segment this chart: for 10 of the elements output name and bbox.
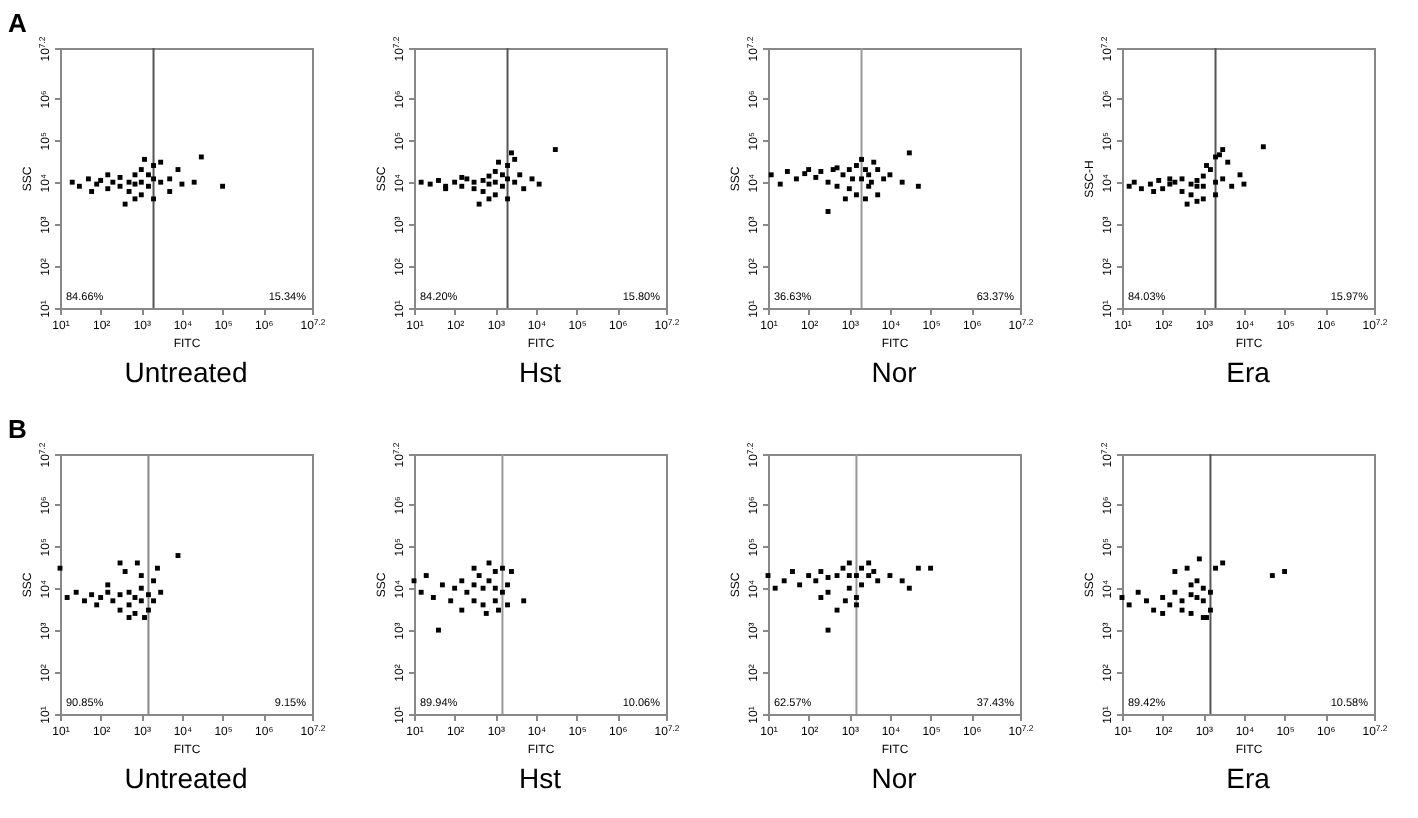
text: Era [1226, 356, 1271, 388]
text: A [8, 8, 28, 38]
text: Era [1226, 762, 1271, 794]
text: Hst [519, 762, 562, 794]
text: B [8, 414, 27, 444]
text: Nor [871, 356, 918, 388]
text: Hst [519, 356, 562, 388]
text: Nor [871, 762, 918, 794]
text: Untreated [124, 762, 248, 794]
text: Untreated [124, 356, 248, 388]
